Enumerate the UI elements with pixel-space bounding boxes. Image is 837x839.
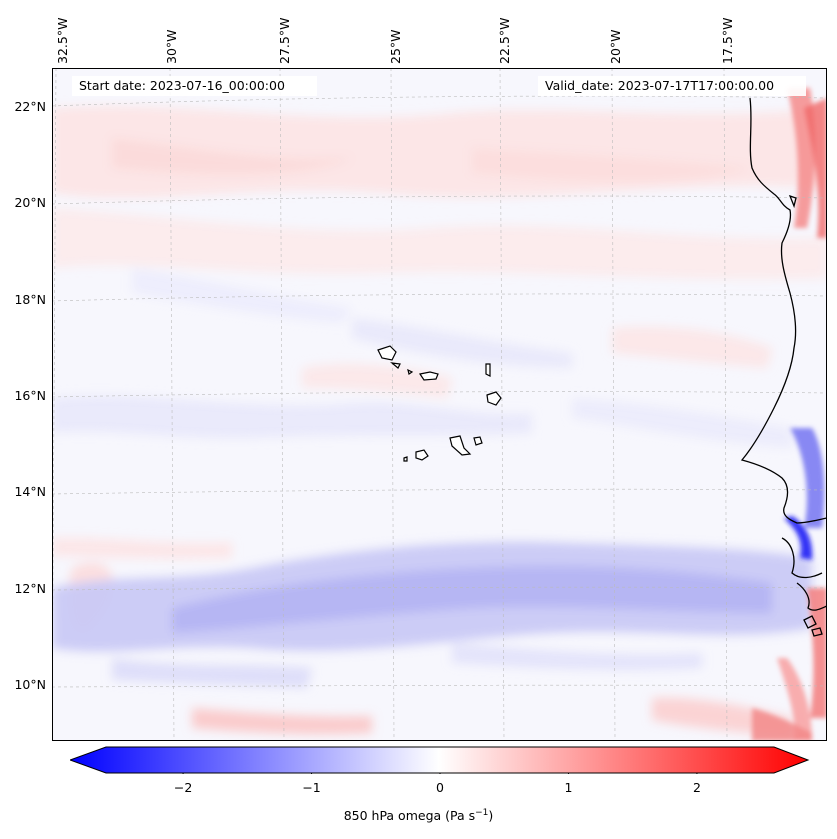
coastline-south: [796, 582, 827, 611]
colorbar-tick-label: 1: [564, 780, 573, 795]
colorbar-title-text: 850 hPa omega (Pa s: [343, 808, 476, 824]
colorbar-title-sup: −1: [475, 808, 489, 818]
island-maio: [473, 436, 483, 446]
colorbar-tick-marks: [182, 773, 698, 774]
lon-label: 25°W: [388, 29, 403, 64]
map-frame: [52, 68, 827, 741]
lat-label: 22°N: [14, 99, 46, 114]
coastal-field: [752, 88, 827, 741]
coastline-main: [740, 97, 827, 524]
island-santo-antao: [377, 345, 397, 361]
colorbar-tick-label: 2: [692, 780, 701, 795]
cabo-verde-islands: [377, 345, 502, 462]
colorbar-title-end: ): [488, 808, 494, 824]
start-label-box: [72, 76, 317, 96]
colorbar-tick-label: 0: [436, 780, 444, 795]
island-sao-nicolau: [419, 371, 439, 381]
colorbar-tick-label: −1: [302, 780, 321, 795]
lon-label: 17.5°W: [720, 17, 735, 64]
colorbar-title: 850 hPa omega (Pa s−1): [0, 808, 837, 823]
african-coastline: [740, 97, 827, 637]
lon-label: 30°W: [164, 29, 179, 64]
omega-field: [52, 105, 827, 736]
coastline-islet-2: [811, 627, 823, 637]
coastline-guinea: [781, 537, 823, 579]
valid-date-label: Valid_date: 2023-07-17T17:00:00.00: [545, 78, 775, 93]
island-brava: [403, 456, 408, 462]
lat-label: 20°N: [14, 195, 46, 210]
colorbar-gradient: [70, 746, 810, 774]
omega-map: [52, 68, 827, 741]
island-santiago: [449, 435, 472, 456]
lat-label: 16°N: [14, 388, 46, 403]
lat-label: 10°N: [14, 677, 46, 692]
lat-label: 18°N: [14, 292, 46, 307]
colorbar-tick-label: −2: [173, 780, 193, 795]
coastline-islet-1: [803, 615, 817, 629]
start-date-label: Start date: 2023-07-16_00:00:00: [79, 78, 285, 93]
colorbar: [70, 746, 810, 774]
island-santa-luzia: [407, 368, 414, 375]
lon-label: 27.5°W: [277, 17, 292, 64]
coastline-islet-3: [788, 194, 797, 209]
valid-label-box: [538, 76, 806, 96]
island-sal: [485, 363, 491, 377]
lat-label: 12°N: [14, 581, 46, 596]
island-sao-vicente: [390, 362, 401, 369]
island-boa-vista: [486, 391, 502, 406]
lat-label: 14°N: [14, 484, 46, 499]
island-fogo: [415, 449, 429, 461]
lon-label: 22.5°W: [497, 17, 512, 64]
lon-label: 20°W: [608, 29, 623, 64]
lon-label: 32.5°W: [55, 17, 70, 64]
